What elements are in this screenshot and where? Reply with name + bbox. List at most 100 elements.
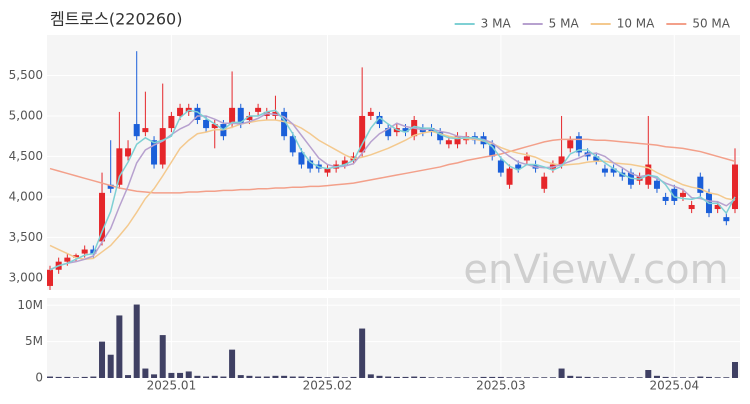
volume-bar — [229, 349, 236, 378]
x-tick-label: 2025.01 — [147, 379, 197, 393]
legend-label: 10 MA — [617, 17, 655, 31]
volume-bar — [185, 371, 192, 378]
volume-bar — [125, 375, 132, 378]
volume-bar — [133, 304, 140, 378]
volume-bar — [671, 377, 678, 378]
candle-body — [662, 196, 669, 201]
candle-body — [194, 107, 201, 120]
volume-bar — [619, 377, 626, 378]
volume-bar — [697, 376, 704, 378]
volume-bar — [688, 377, 695, 378]
y-tick-label: 3,000 — [9, 270, 43, 284]
volume-bar — [203, 376, 210, 378]
candle-body — [246, 115, 253, 120]
volume-bar — [194, 375, 201, 378]
y-tick-label: 5,500 — [9, 68, 43, 82]
volume-bar — [376, 375, 383, 378]
legend-label: 5 MA — [549, 17, 580, 31]
volume-bar — [281, 375, 288, 378]
volume-bar — [601, 377, 608, 378]
volume-bar — [627, 377, 634, 378]
candle-body — [177, 107, 184, 116]
candle-body — [99, 192, 106, 242]
volume-bar — [64, 376, 71, 378]
candle-body — [402, 128, 409, 133]
y-tick-label: 5,000 — [9, 108, 43, 122]
volume-bar — [99, 341, 106, 378]
candle-body — [385, 128, 392, 137]
candle-body — [229, 107, 236, 125]
volume-bar — [315, 376, 322, 378]
volume-bar — [610, 377, 617, 378]
candle-body — [324, 168, 331, 173]
volume-bar — [463, 377, 470, 378]
candle-body — [307, 160, 314, 169]
candle-body — [73, 255, 80, 258]
candle-body — [159, 128, 166, 165]
volume-bar — [246, 375, 253, 378]
volume-bar — [168, 372, 175, 378]
ma-line — [49, 109, 736, 271]
candle-body — [298, 152, 305, 165]
volume-bar — [558, 368, 565, 378]
candle-body — [601, 168, 608, 173]
candle-body — [567, 140, 574, 149]
candle-body — [688, 205, 695, 210]
volume-bar — [298, 376, 305, 378]
volume-bar — [575, 376, 582, 378]
candle-body — [168, 115, 175, 129]
volume-bar — [428, 377, 435, 378]
y-tick-label: 10M — [17, 298, 43, 312]
candle-body — [211, 124, 218, 129]
volume-bar — [454, 377, 461, 378]
y-tick-label: 5M — [25, 334, 43, 348]
volume-bar — [142, 368, 149, 378]
volume-bar — [151, 374, 158, 378]
candle-body — [151, 140, 158, 165]
volume-bar — [307, 376, 314, 378]
volume-bar — [263, 376, 270, 378]
volume-bar — [532, 377, 539, 378]
candle-body — [497, 160, 504, 173]
candle-body — [610, 168, 617, 173]
volume-bar — [73, 377, 80, 378]
candle-body — [142, 128, 149, 133]
volume-bar — [662, 376, 669, 378]
volume-bar — [584, 376, 591, 378]
volume-bar — [220, 376, 227, 378]
candle-body — [341, 160, 348, 165]
candle-body — [671, 188, 678, 201]
volume-bar — [679, 377, 686, 378]
candle-body — [437, 132, 444, 141]
x-tick-label: 2025.03 — [476, 379, 526, 393]
x-tick-label: 2025.04 — [649, 379, 699, 393]
candle-body — [541, 176, 548, 189]
volume-bar — [732, 362, 738, 378]
volume-bar — [419, 376, 426, 378]
candle-body — [359, 115, 366, 153]
candle-body — [515, 164, 522, 169]
y-tick-label: 4,500 — [9, 149, 43, 163]
volume-bar — [437, 377, 444, 378]
candle-body — [125, 148, 132, 157]
ma-line — [49, 119, 736, 260]
candle-body — [47, 269, 53, 286]
candle-body — [237, 107, 244, 125]
volume-bar — [90, 376, 97, 378]
volume-bar — [359, 328, 366, 378]
ma-line — [49, 138, 736, 194]
volume-bar — [177, 372, 184, 378]
candle-body — [697, 176, 704, 193]
volume-bar — [55, 376, 62, 378]
candle-body — [116, 148, 123, 185]
volume-bar — [523, 377, 530, 378]
volume-bar — [541, 377, 548, 378]
candle-body — [203, 120, 210, 129]
volume-bar — [705, 376, 712, 378]
volume-bar — [480, 376, 487, 378]
volume-bar — [645, 370, 652, 378]
y-tick-label: 3,500 — [9, 230, 43, 244]
candle-body — [558, 156, 565, 165]
candle-body — [723, 217, 730, 222]
volume-bar — [341, 377, 348, 378]
